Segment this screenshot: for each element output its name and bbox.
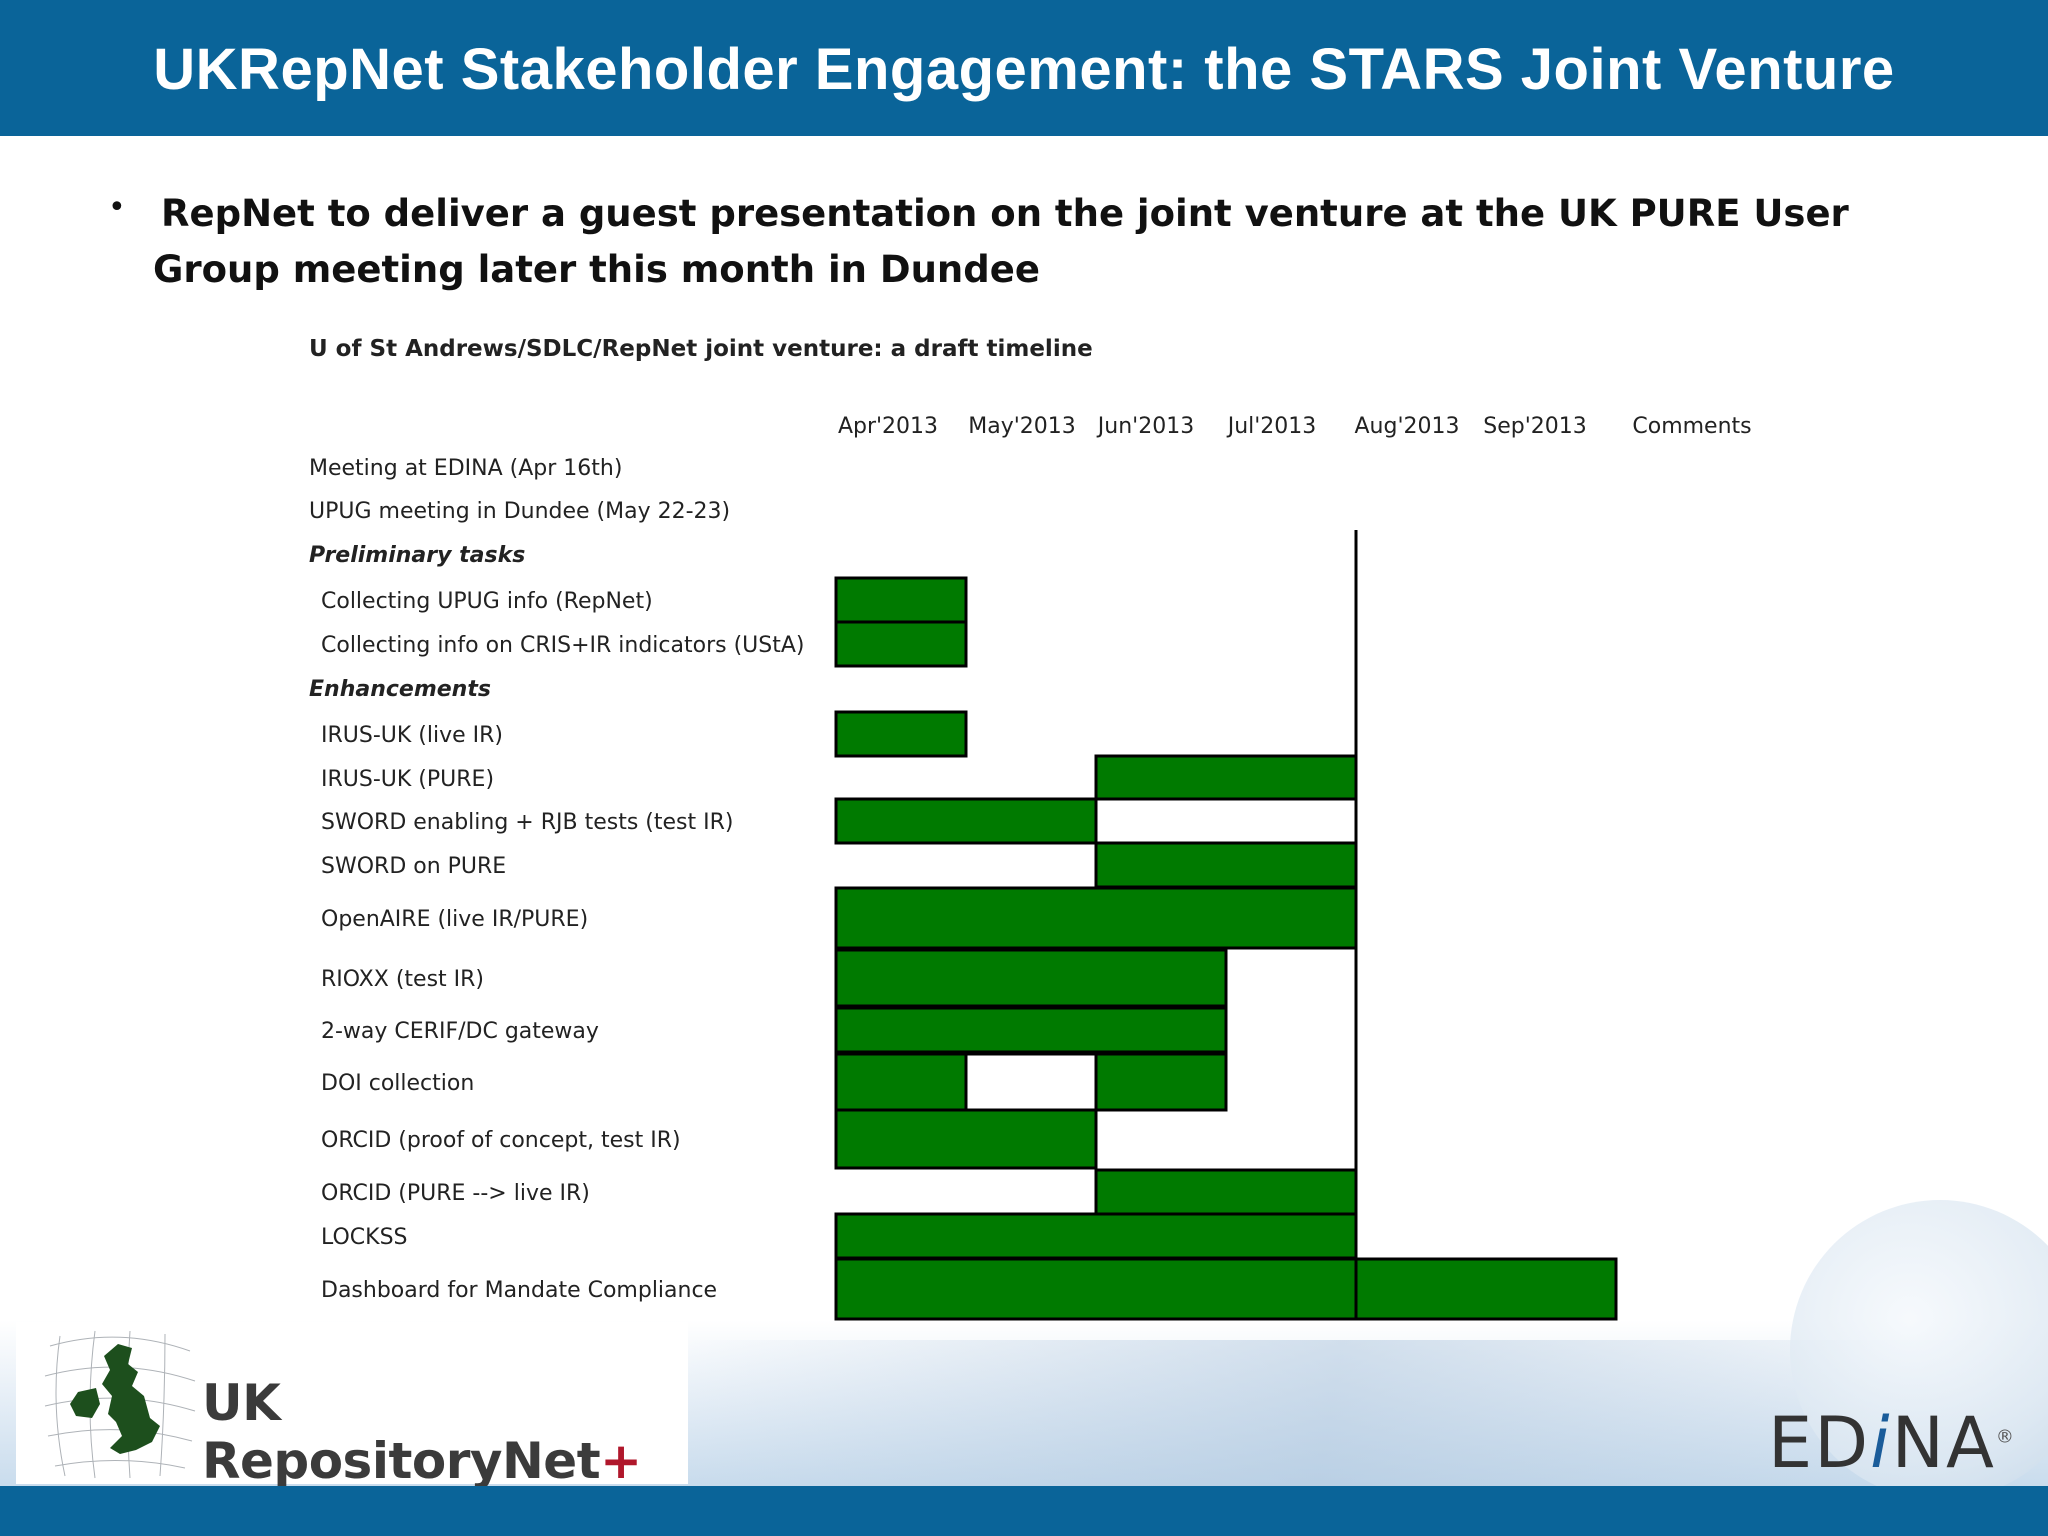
section-label: Preliminary tasks: [309, 543, 525, 568]
chart-title: U of St Andrews/SDLC/RepNet joint ventur…: [309, 336, 1093, 362]
row-label: ORCID (PURE --> live IR): [321, 1181, 590, 1206]
timeline-bar: [834, 576, 968, 624]
section-label: Enhancements: [309, 677, 491, 702]
column-header: Sep'2013: [1483, 414, 1587, 439]
timeline-bar-empty: [964, 1052, 1098, 1112]
footer-wave-graphic: [680, 1340, 1980, 1486]
slide-title: UKRepNet Stakeholder Engagement: the STA…: [153, 37, 1895, 102]
timeline-bar: [834, 1006, 1228, 1054]
timeline-bar: [834, 886, 1358, 950]
column-header: May'2013: [968, 414, 1076, 439]
column-header: Apr'2013: [838, 414, 938, 439]
row-label: SWORD on PURE: [321, 854, 506, 879]
timeline-bar: [834, 620, 968, 668]
bullet-text: RepNet to deliver a guest presentation o…: [153, 192, 1849, 291]
timeline-bar: [834, 1108, 1098, 1170]
row-label: RIOXX (test IR): [321, 967, 484, 992]
row-label: IRUS-UK (PURE): [321, 767, 494, 792]
timeline-bar: [834, 797, 1098, 845]
row-label: OpenAIRE (live IR/PURE): [321, 907, 588, 932]
timeline-bar: [1354, 1257, 1618, 1321]
row-label: SWORD enabling + RJB tests (test IR): [321, 810, 733, 835]
row-label: DOI collection: [321, 1071, 474, 1096]
column-header: Aug'2013: [1355, 414, 1460, 439]
timeline-bar: [1094, 841, 1358, 889]
bottom-bar: [0, 1486, 2048, 1536]
uk-map-logo-icon: [44, 1330, 196, 1479]
timeline-bar: [834, 948, 1228, 1008]
row-label: UPUG meeting in Dundee (May 22-23): [309, 499, 730, 524]
row-label: LOCKSS: [321, 1225, 408, 1250]
timeline-bar: [1094, 1052, 1228, 1112]
row-label: Meeting at EDINA (Apr 16th): [309, 456, 622, 481]
timeline-bar-empty: [1094, 797, 1358, 845]
title-bar: UKRepNet Stakeholder Engagement: the STA…: [0, 0, 2048, 136]
row-label: ORCID (proof of concept, test IR): [321, 1128, 681, 1153]
column-header: Comments: [1632, 414, 1751, 439]
bullet-marker: •: [108, 190, 126, 225]
timeline-bar: [834, 710, 968, 758]
row-label: Collecting info on CRIS+IR indicators (U…: [321, 633, 804, 658]
row-label: IRUS-UK (live IR): [321, 723, 503, 748]
timeline-bar: [834, 1052, 968, 1112]
column-header: Jul'2013: [1226, 414, 1317, 439]
repositorynet-logo-text: UK RepositoryNet+: [202, 1374, 642, 1490]
row-label: Dashboard for Mandate Compliance: [321, 1278, 717, 1303]
timeline-bar: [834, 1257, 1358, 1321]
timeline-bar: [1094, 754, 1358, 802]
timeline-bar: [1094, 1168, 1358, 1216]
globe-graphic: [1790, 1200, 2048, 1500]
column-header: Jun'2013: [1096, 414, 1194, 439]
uk-repositorynet-logo: UK RepositoryNet+: [16, 1322, 688, 1490]
timeline-bar: [834, 1212, 1358, 1260]
edina-logo: EDiNA®: [1768, 1402, 2016, 1484]
row-label: 2-way CERIF/DC gateway: [321, 1019, 599, 1044]
row-label: Collecting UPUG info (RepNet): [321, 589, 653, 614]
